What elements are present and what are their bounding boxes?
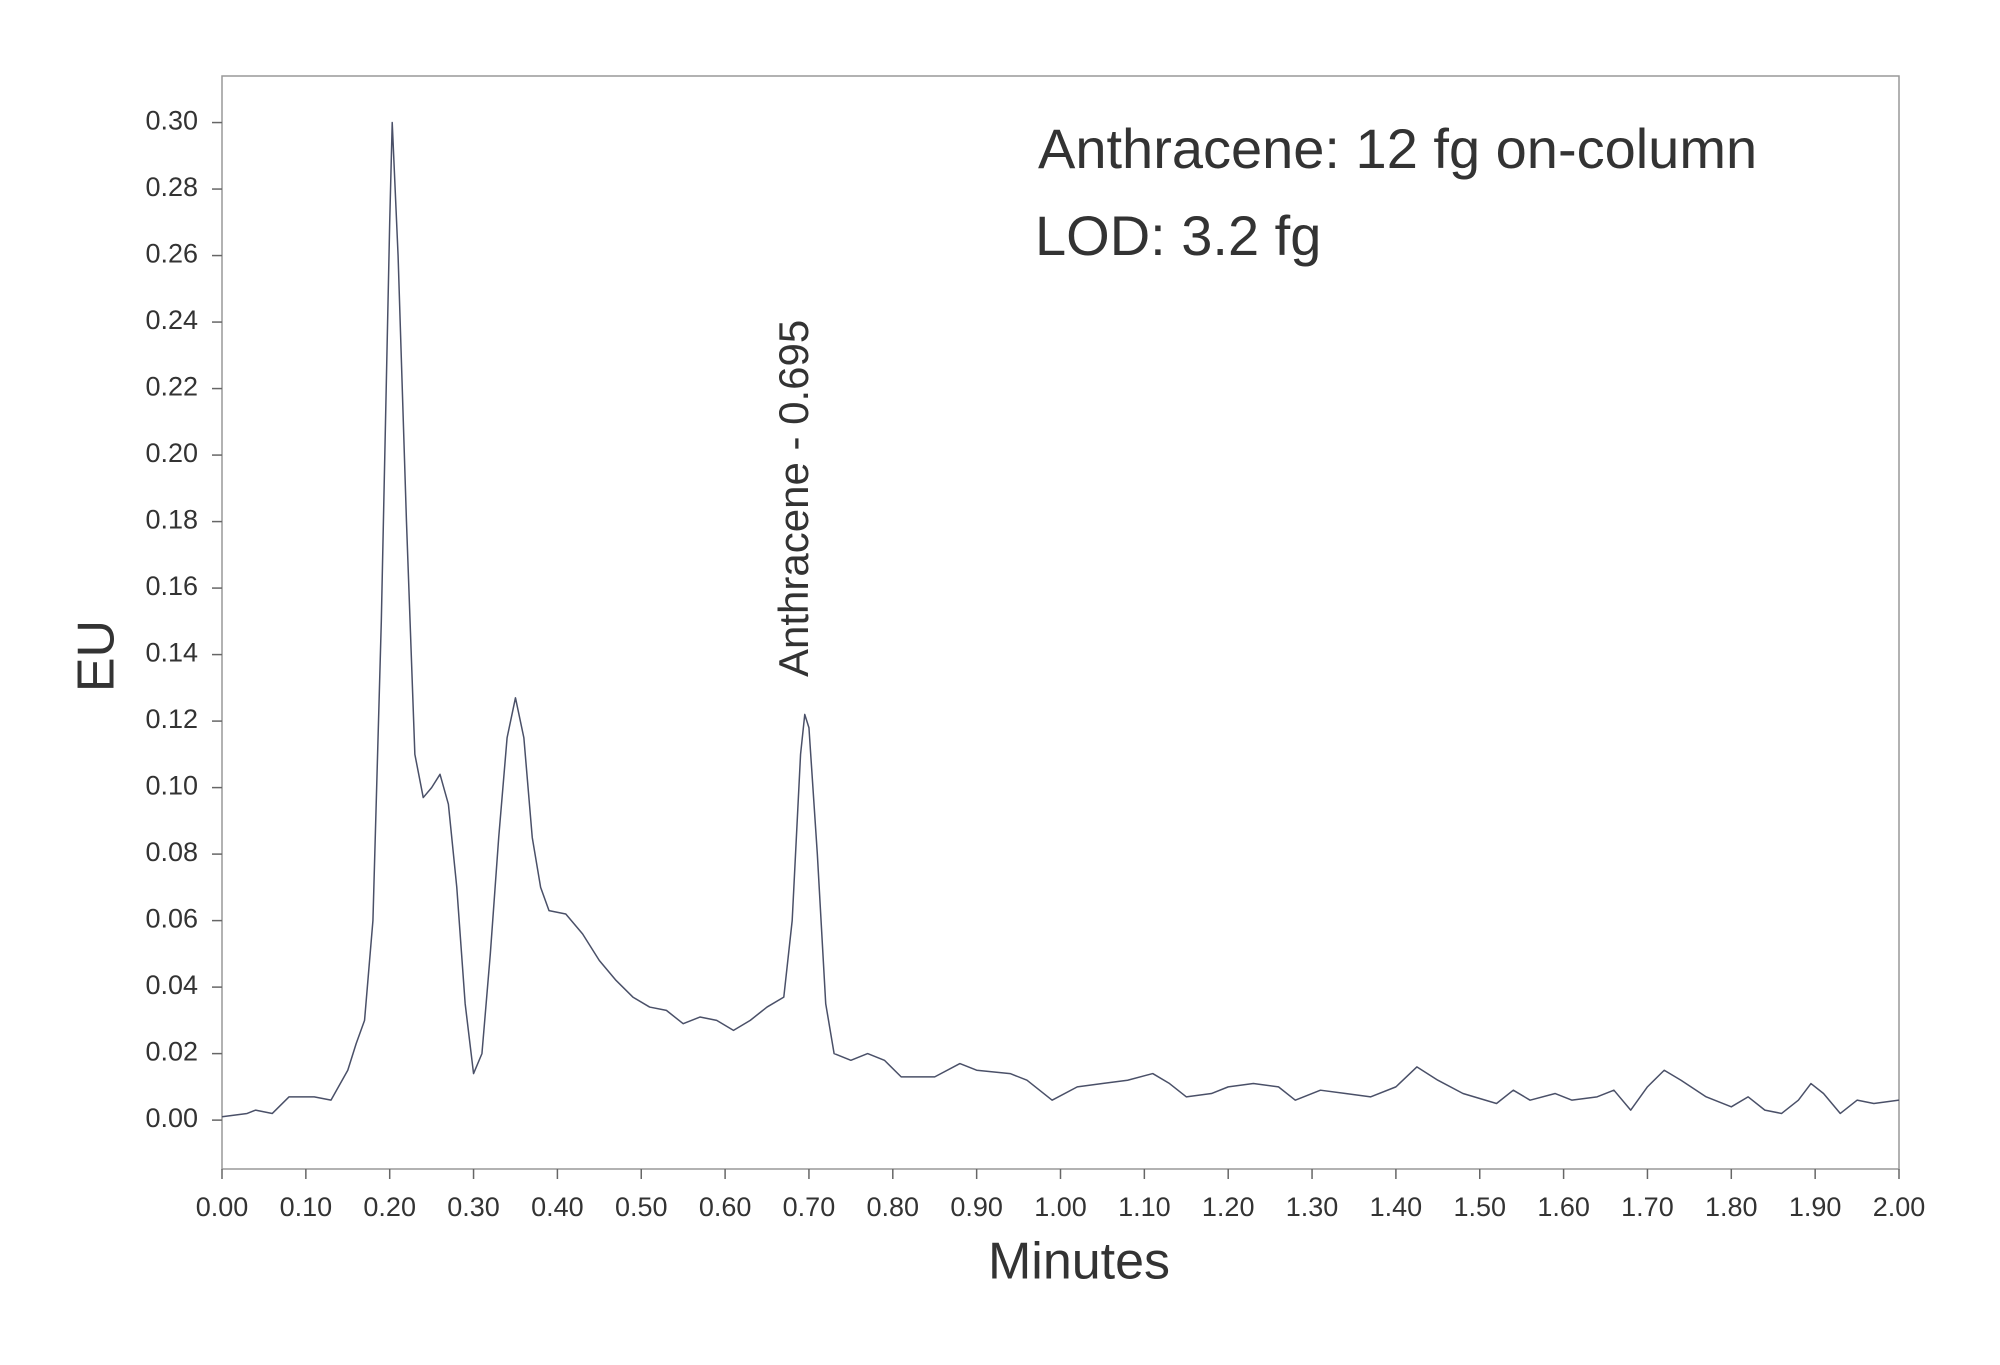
y-tick-label: 0.08: [145, 837, 198, 867]
y-tick-label: 0.24: [145, 305, 198, 335]
annotation: LOD: 3.2 fg: [1035, 204, 1321, 267]
x-tick-label: 1.50: [1453, 1192, 1506, 1222]
x-tick-label: 1.70: [1621, 1192, 1674, 1222]
x-tick-label: 1.10: [1118, 1192, 1171, 1222]
x-tick-label: 0.70: [783, 1192, 836, 1222]
y-tick-label: 0.30: [145, 106, 198, 136]
y-tick-label: 0.22: [145, 372, 198, 402]
x-tick-label: 0.30: [447, 1192, 500, 1222]
y-tick-label: 0.26: [145, 239, 198, 269]
x-tick-label: 0.60: [699, 1192, 752, 1222]
x-tick-label: 1.00: [1034, 1192, 1087, 1222]
y-tick-label: 0.02: [145, 1037, 198, 1067]
x-tick-label: 0.90: [950, 1192, 1003, 1222]
y-tick-label: 0.04: [145, 970, 198, 1000]
peak-label: Anthracene - 0.695: [770, 320, 817, 677]
x-tick-label: 1.60: [1537, 1192, 1590, 1222]
y-tick-label: 0.10: [145, 771, 198, 801]
x-tick-label: 1.80: [1705, 1192, 1758, 1222]
y-tick-label: 0.16: [145, 571, 198, 601]
x-tick-label: 1.90: [1789, 1192, 1842, 1222]
chromatogram-line: [221, 121, 1900, 1118]
x-axis-label: Minutes: [988, 1233, 1170, 1291]
x-tick-label: 1.30: [1286, 1192, 1339, 1222]
x-tick-label: 1.20: [1202, 1192, 1255, 1222]
x-tick-label: 0.20: [363, 1192, 416, 1222]
x-tick-label: 0.00: [196, 1192, 249, 1222]
y-tick-label: 0.20: [145, 438, 198, 468]
x-tick-label: 0.50: [615, 1192, 668, 1222]
y-tick-label: 0.06: [145, 904, 198, 934]
y-tick-label: 0.12: [145, 704, 198, 734]
annotation: Anthracene: 12 fg on-column: [1038, 117, 1757, 180]
x-tick-label: 0.40: [531, 1192, 584, 1222]
x-tick-label: 1.40: [1370, 1192, 1423, 1222]
x-tick-label: 0.80: [867, 1192, 920, 1222]
y-tick-label: 0.28: [145, 172, 198, 202]
y-tick-label: 0.14: [145, 638, 198, 668]
y-tick-label: 0.18: [145, 505, 198, 535]
x-tick-label: 0.10: [280, 1192, 333, 1222]
x-tick-label: 2.00: [1873, 1192, 1926, 1222]
y-axis-label: EU: [68, 620, 126, 692]
y-tick-label: 0.00: [145, 1103, 198, 1133]
